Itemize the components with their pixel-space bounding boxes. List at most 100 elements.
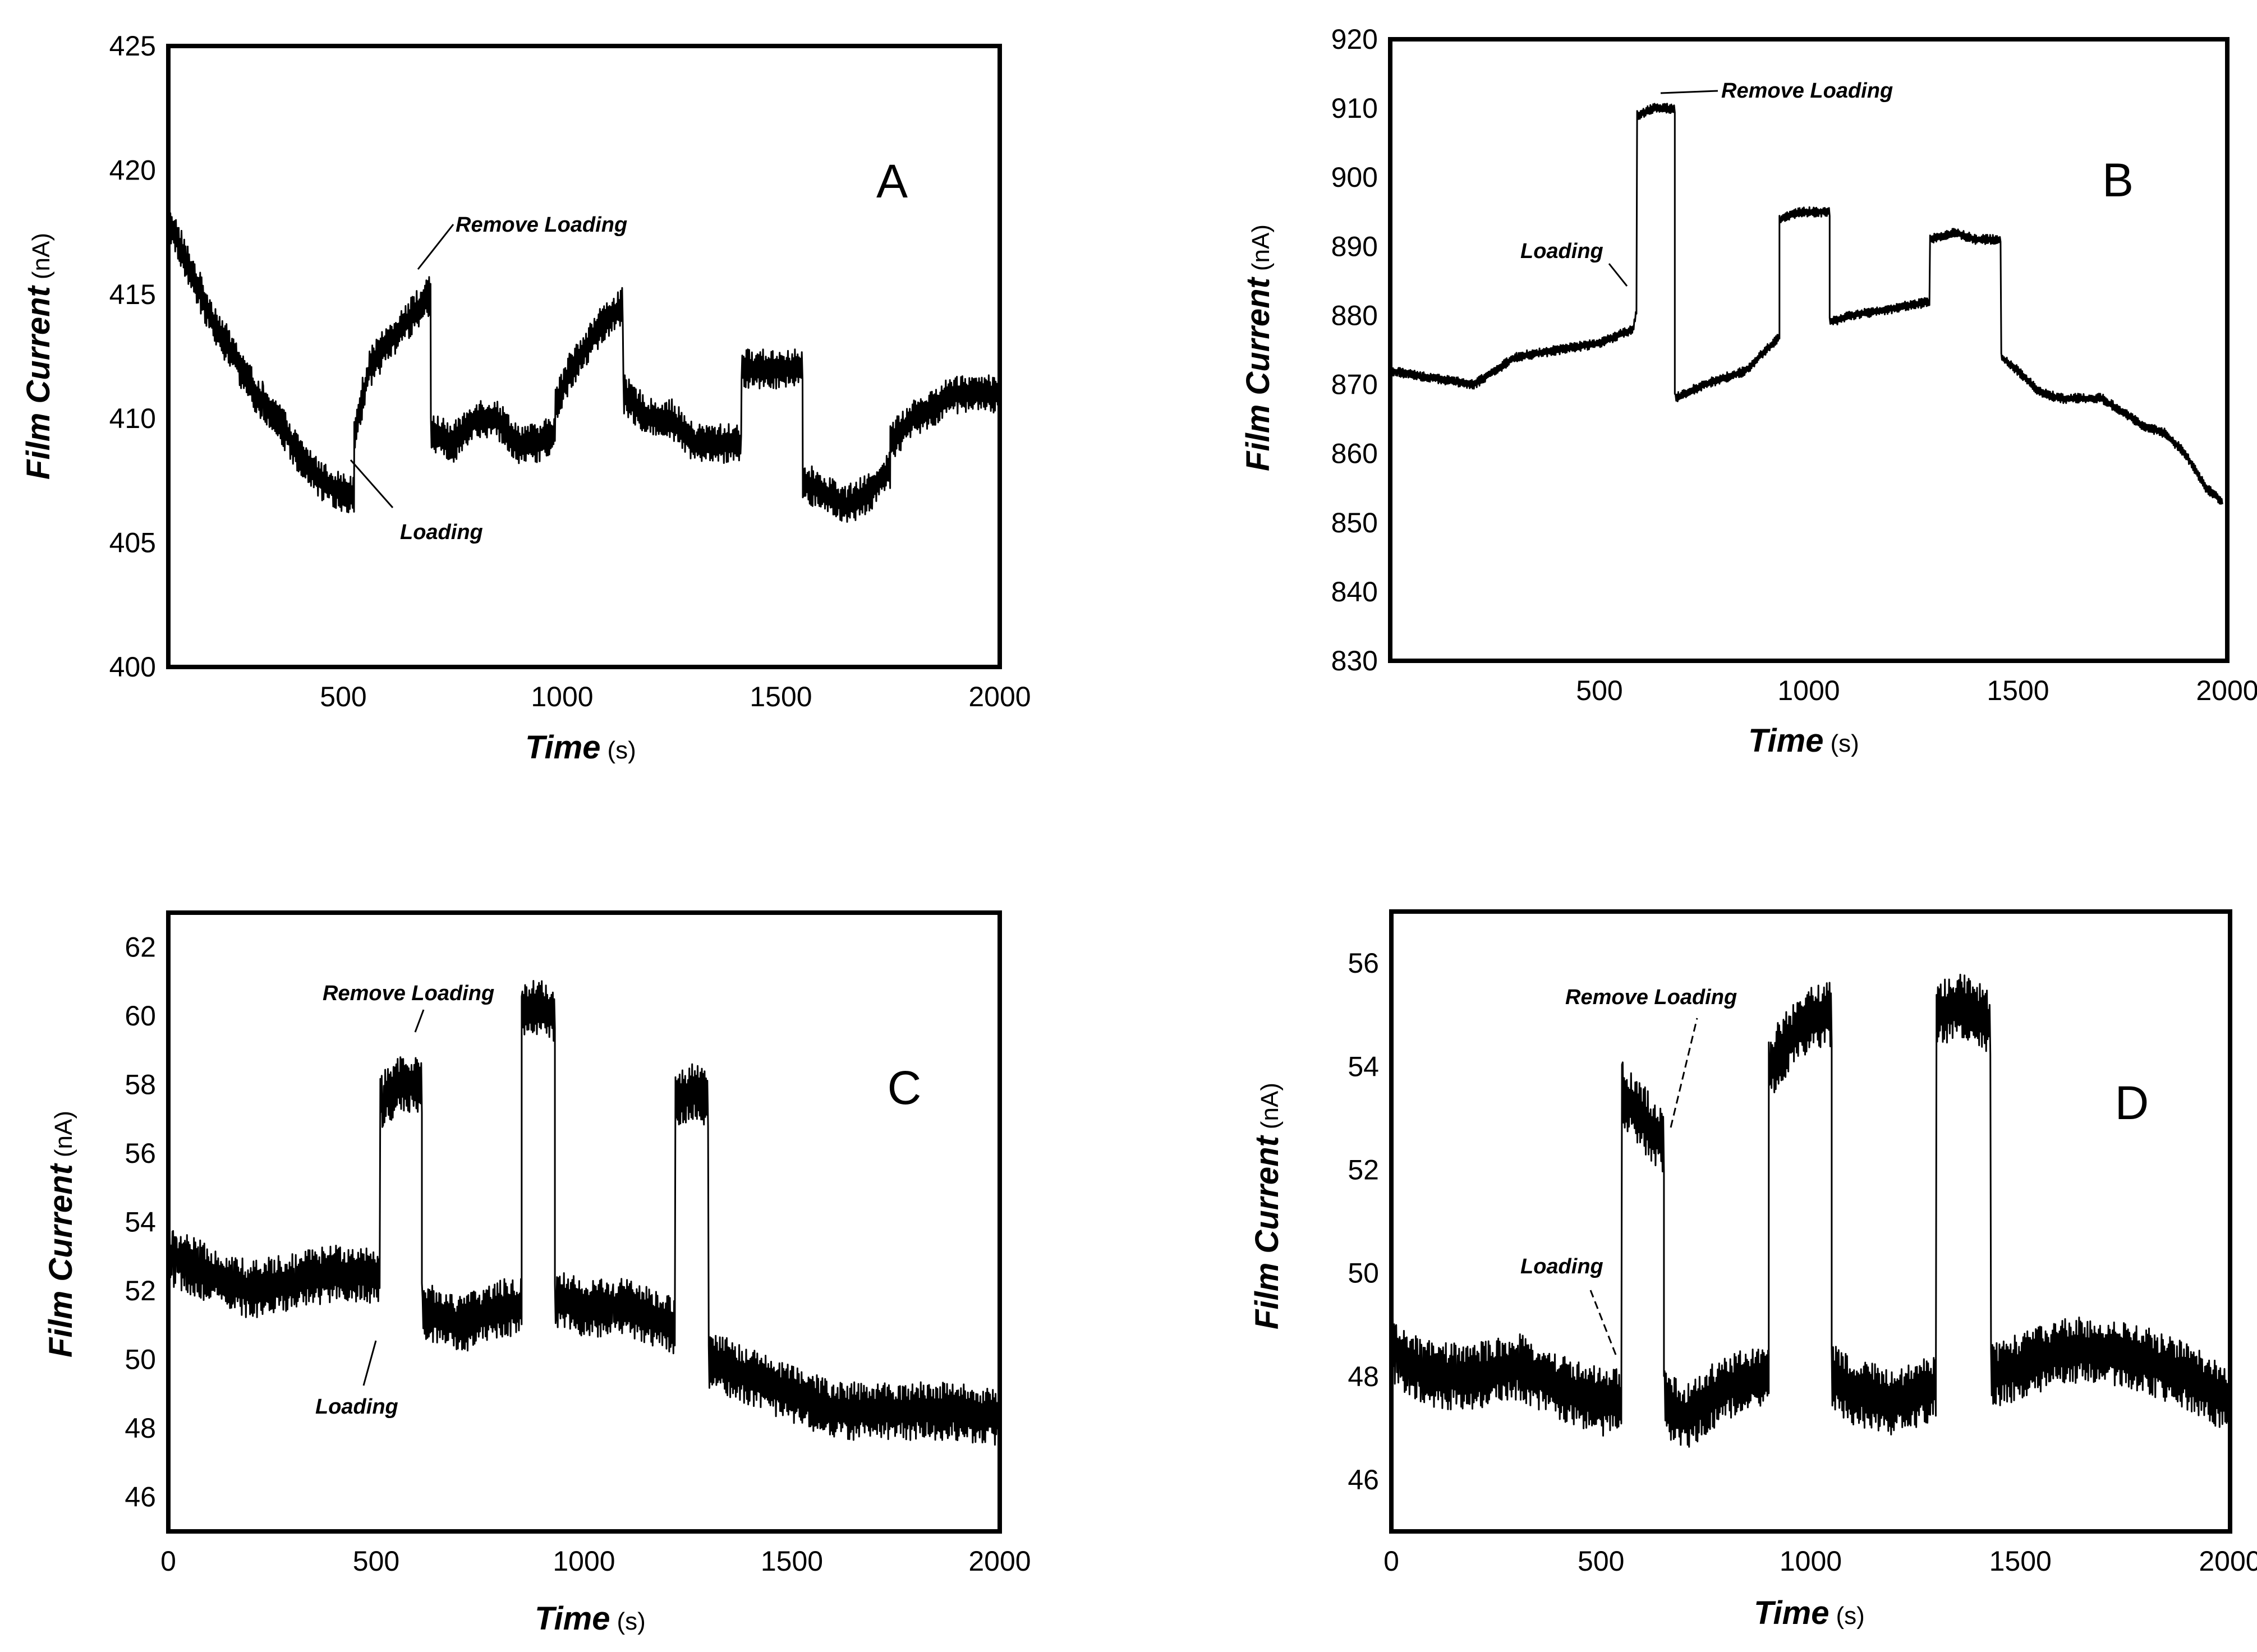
panel-c-x-tick-label: 2000	[968, 1545, 1031, 1577]
panel-d-x-tick-label: 2000	[2199, 1545, 2257, 1577]
panel-c-frame	[166, 910, 1002, 1534]
panel-a-y-ticks: 400 405 410 415 420 425	[109, 30, 156, 683]
panel-c-annotation-remove-loading: Remove Loading	[323, 982, 494, 1005]
panel-c-y-tick-label: 46	[125, 1481, 156, 1513]
panel-b-y-tick-label: 890	[1331, 231, 1378, 262]
panel-d-annotation-remove-loading: Remove Loading	[1565, 986, 1737, 1009]
panel-d-y-tick-label: 52	[1348, 1154, 1379, 1185]
panel-c-x-tick-label: 1000	[553, 1545, 615, 1577]
panel-c-plot-area	[168, 980, 1000, 1446]
panel-b-y-tick-label: 920	[1331, 24, 1378, 55]
panel-b-y-tick-label: 840	[1331, 576, 1378, 608]
panel-b-y-tick-label: 870	[1331, 369, 1378, 401]
panel-a-x-tick-label: 500	[320, 681, 366, 712]
panel-b-plot-area	[1390, 103, 2223, 505]
panel-c-annotations: Remove Loading Loading	[315, 982, 494, 1419]
panel-a-y-tick-label: 410	[109, 403, 156, 434]
panel-c-y-tick-label: 56	[125, 1138, 156, 1169]
panel-a-y-tick-label: 425	[109, 30, 156, 62]
panel-d-x-tick-label: 1000	[1780, 1545, 1842, 1577]
panel-c-annotation-loading: Loading	[315, 1395, 398, 1419]
panel-a-x-tick-label: 2000	[968, 681, 1031, 712]
panel-a-y-axis-title: Film Current(nA)	[20, 233, 57, 480]
panel-d-annotation-loading-arrow	[1589, 1290, 1617, 1355]
panel-b-frame	[1388, 37, 2230, 663]
panel-b-annotations: Remove Loading Loading	[1520, 79, 1893, 287]
panel-d-x-tick-label: 0	[1383, 1545, 1399, 1577]
panel-b-x-tick-label: 2000	[2196, 675, 2257, 706]
panel-b-y-tick-label: 900	[1331, 162, 1378, 193]
panel-b-x-tick-label: 500	[1576, 675, 1622, 706]
panel-d-annotations: Remove Loading Loading	[1520, 986, 1737, 1355]
panel-b-series-line	[1390, 103, 2223, 505]
panel-b-y-tick-label: 830	[1331, 645, 1378, 677]
panel-d-plot-area	[1391, 973, 2230, 1448]
panel-d-annotation-loading: Loading	[1520, 1255, 1603, 1278]
panel-b-y-tick-label: 850	[1331, 507, 1378, 539]
panel-d-x-tick-label: 500	[1578, 1545, 1624, 1577]
panel-c-x-ticks: 0 500 1000 1500 2000	[160, 1545, 1031, 1577]
panel-c-y-tick-label: 52	[125, 1275, 156, 1306]
panel-a-y-tick-label: 420	[109, 154, 156, 186]
panel-a-y-tick-label: 415	[109, 279, 156, 310]
panel-a-y-tick-label: 400	[109, 651, 156, 683]
panel-c-letter: C	[888, 1061, 922, 1114]
panel-c-series-line	[168, 980, 1000, 1446]
panel-b-y-tick-label: 910	[1331, 93, 1378, 124]
panel-c-x-tick-label: 0	[160, 1545, 176, 1577]
panel-a-plot-area	[168, 203, 1000, 523]
panel-d-y-tick-label: 46	[1348, 1464, 1379, 1495]
panel-c-annotation-remove-loading-arrow	[414, 1009, 425, 1033]
panel-c-y-tick-label: 60	[125, 1000, 156, 1032]
panel-d-x-ticks: 0 500 1000 1500 2000	[1383, 1545, 2257, 1577]
panel-d-x-tick-label: 1500	[1989, 1545, 2052, 1577]
panel-a-x-axis-title: Time (s)	[525, 729, 636, 766]
panel-d-y-tick-label: 48	[1348, 1361, 1379, 1392]
panel-a-y-tick-label: 405	[109, 527, 156, 559]
panel-d-x-axis-title: Time (s)	[1754, 1595, 1865, 1631]
panel-a-annotation-loading: Loading	[400, 521, 483, 544]
panel-b-annotation-remove-loading: Remove Loading	[1721, 79, 1893, 103]
panel-c: 46 48 50 52 54 56 58 60 62 0 500 1000 1500 2000 C Ti…	[43, 910, 1031, 1637]
panel-b-y-tick-label: 880	[1331, 300, 1378, 331]
panel-c-y-tick-label: 48	[125, 1412, 156, 1444]
panel-a-x-tick-label: 1500	[750, 681, 812, 712]
panel-a-x-ticks: 500 1000 1500 2000	[320, 681, 1031, 712]
panel-c-annotation-loading-arrow	[362, 1340, 377, 1386]
panel-c-x-tick-label: 1500	[761, 1545, 823, 1577]
panel-b-x-ticks: 500 1000 1500 2000	[1576, 675, 2257, 706]
panel-d-frame	[1389, 909, 2232, 1534]
panel-a-x-tick-label: 1000	[531, 681, 593, 712]
panel-d-y-ticks: 46 48 50 52 54 56	[1348, 947, 1379, 1495]
panel-b-letter: B	[2102, 154, 2134, 206]
panel-a: 400 405 410 415 420 425 500 1000 1500 2000 A Tim…	[20, 30, 1031, 766]
panel-d-y-tick-label: 54	[1348, 1051, 1379, 1082]
panel-c-y-tick-label: 62	[125, 931, 156, 963]
panel-d-y-tick-label: 50	[1348, 1258, 1379, 1289]
panel-a-annotation-remove-loading-arrow	[417, 224, 454, 270]
panel-c-y-tick-label: 58	[125, 1069, 156, 1100]
panel-a-frame	[166, 44, 1002, 669]
panel-a-series-line	[168, 203, 1000, 523]
panel-b-x-tick-label: 1000	[1777, 675, 1840, 706]
panel-b-annotation-loading: Loading	[1520, 240, 1603, 263]
panel-b-y-ticks: 830 840 850 860 870 880 890 900 910 920	[1331, 24, 1378, 677]
panel-d-annotation-remove-loading-arrow	[1670, 1018, 1698, 1128]
panel-d-y-tick-label: 56	[1348, 947, 1379, 979]
panel-c-y-ticks: 46 48 50 52 54 56 58 60 62	[125, 931, 156, 1512]
panel-c-y-axis-title: Film Current(nA)	[43, 1111, 79, 1358]
panel-c-y-tick-label: 50	[125, 1344, 156, 1375]
panel-b-x-axis-title: Time (s)	[1748, 723, 1859, 759]
panel-c-x-tick-label: 500	[353, 1545, 399, 1577]
panel-b-annotation-remove-loading-arrow	[1660, 90, 1718, 94]
panel-b: 830 840 850 860 870 880 890 900 910 920 500 1000 15…	[1240, 24, 2257, 759]
panel-b-x-tick-label: 1500	[1987, 675, 2049, 706]
panel-b-y-axis-title: Film Current(nA)	[1240, 224, 1276, 471]
panel-c-x-axis-title: Time (s)	[535, 1600, 646, 1637]
panel-b-annotation-loading-arrow	[1608, 263, 1628, 287]
panel-d-series-line	[1391, 973, 2230, 1448]
panel-a-annotation-loading-arrow	[350, 459, 394, 508]
panel-b-y-tick-label: 860	[1331, 438, 1378, 470]
